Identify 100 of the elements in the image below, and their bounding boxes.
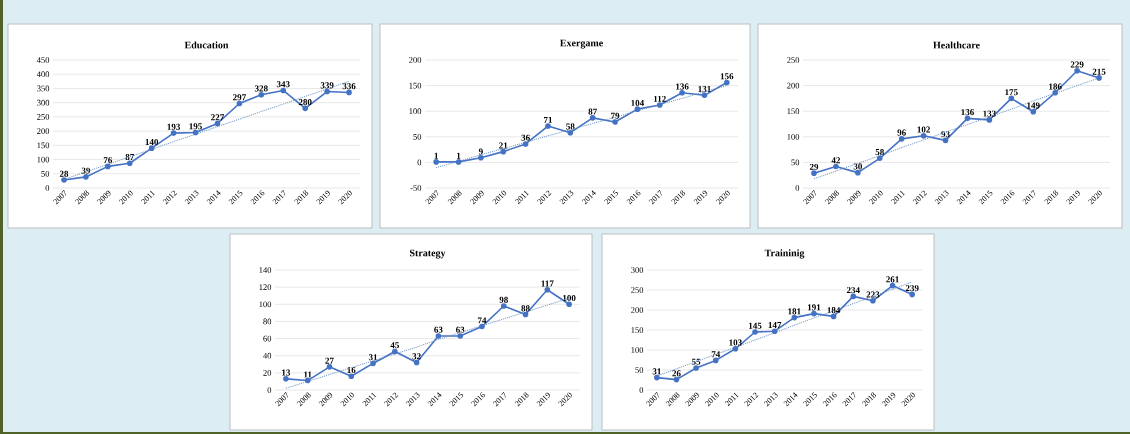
data-label: 63 [456,326,465,333]
point [771,328,778,334]
point [83,174,89,180]
data-label: 42 [831,157,841,164]
data-label: 239 [905,285,919,292]
data-label: 58 [875,149,884,156]
y-tick-label: 100 [409,108,422,115]
data-label: 175 [1005,89,1018,96]
data-label: 131 [698,86,711,93]
y-tick-label: 350 [37,85,50,92]
data-label: 45 [390,342,399,349]
point [433,159,439,165]
point [612,119,618,125]
data-label: 297 [233,94,246,101]
data-label: 191 [807,304,821,311]
data-label: 1 [457,152,461,159]
point [811,170,817,176]
data-label: 186 [1049,83,1062,90]
point [283,376,289,382]
data-label: 9 [478,148,483,155]
data-label: 30 [853,163,862,170]
data-label: 140 [145,138,159,145]
data-label: 98 [499,296,508,303]
y-tick-label: 200 [409,57,422,63]
data-label: 32 [412,353,421,360]
y-tick-label: 100 [787,133,800,140]
y-tick-label: 60 [263,335,272,342]
point [752,329,758,335]
y-tick-label: 40 [263,352,272,359]
x-tick-label: 2011 [891,190,906,205]
data-label: 74 [477,317,487,324]
data-label: 184 [827,307,841,314]
point [634,106,641,112]
point [1096,75,1102,81]
y-tick-label: 50 [791,159,800,166]
data-label: 87 [588,108,597,115]
y-tick-label: 50 [41,170,50,177]
data-label: 336 [342,83,356,90]
y-tick-label: 120 [259,284,272,291]
point [589,115,596,121]
point [126,160,133,167]
y-tick-label: 20 [263,370,272,376]
point [326,364,333,370]
data-label: 74 [711,351,721,358]
data-label: 280 [298,99,312,106]
y-tick-label: 0 [639,387,644,393]
data-label: 227 [211,114,224,121]
y-tick-label: -50 [410,185,422,191]
y-tick-label: 100 [37,156,50,163]
y-tick-label: 200 [787,82,800,89]
y-tick-label: 150 [787,108,800,115]
data-label: 343 [276,81,290,88]
x-tick-label: 2011 [362,392,377,407]
data-label: 76 [103,157,113,164]
y-tick-label: 100 [631,347,644,353]
data-label: 234 [846,287,860,294]
data-label: 96 [897,129,906,136]
data-label: 27 [325,357,334,364]
y-tick-label: 0 [795,185,800,191]
x-tick-label: 2011 [515,190,530,205]
data-label: 26 [672,370,681,377]
y-tick-label: 200 [631,307,644,313]
data-label: 104 [631,99,644,106]
point [656,102,663,108]
data-label: 156 [720,73,734,80]
point [876,155,883,162]
point [435,333,442,339]
data-label: 100 [563,295,576,302]
data-label: 136 [961,109,974,116]
data-label: 71 [543,116,552,123]
point [478,154,484,161]
data-label: 133 [983,110,996,117]
point [105,163,111,170]
data-label: 58 [566,123,575,130]
point [870,298,876,304]
data-label: 181 [788,308,801,315]
y-tick-label: 50 [413,133,422,140]
y-tick-label: 140 [259,267,272,273]
point [898,136,905,142]
data-label: 229 [1070,61,1084,68]
chart-title: Exergame [560,39,603,49]
data-label: 149 [1027,102,1040,109]
point [566,301,572,308]
point [545,123,551,129]
data-label: 28 [59,170,69,177]
data-label: 339 [320,82,334,89]
y-tick-label: 400 [36,71,50,78]
point [61,177,67,183]
y-tick-label: 200 [37,128,50,134]
data-label: 79 [611,112,620,119]
y-tick-label: 250 [37,114,50,120]
y-tick-label: 150 [409,82,422,89]
data-label: 11 [304,371,312,378]
y-tick-label: 450 [36,57,50,63]
data-label: 55 [691,358,701,365]
data-label: 215 [1092,68,1106,75]
data-label: 31 [368,354,378,361]
y-tick-label: 0 [45,185,50,191]
data-label: 261 [886,276,899,283]
point [348,373,355,380]
